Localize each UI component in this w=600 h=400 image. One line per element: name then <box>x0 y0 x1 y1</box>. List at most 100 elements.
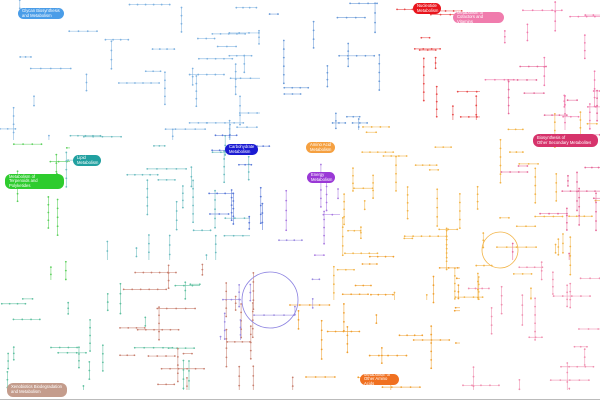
compound-node[interactable] <box>579 119 582 121</box>
compound-node[interactable] <box>332 274 335 277</box>
compound-node[interactable] <box>56 216 59 219</box>
compound-node[interactable] <box>448 339 451 341</box>
compound-node[interactable] <box>236 126 239 129</box>
compound-node[interactable] <box>595 192 597 195</box>
compound-node[interactable] <box>158 322 160 325</box>
compound-node[interactable] <box>530 287 532 290</box>
compound-node[interactable] <box>230 211 233 214</box>
compound-node[interactable] <box>244 163 247 166</box>
compound-node[interactable] <box>167 264 170 267</box>
compound-node[interactable] <box>232 207 235 210</box>
compound-node[interactable] <box>543 75 546 77</box>
compound-node[interactable] <box>564 121 566 124</box>
compound-node[interactable] <box>505 246 508 249</box>
compound-node[interactable] <box>249 333 252 336</box>
compound-node[interactable] <box>234 63 237 65</box>
compound-node[interactable] <box>182 359 185 362</box>
compound-node[interactable] <box>499 138 502 141</box>
compound-node[interactable] <box>56 198 59 201</box>
compound-node[interactable] <box>277 13 279 15</box>
compound-node[interactable] <box>64 260 67 263</box>
compound-node[interactable] <box>451 105 454 108</box>
compound-node[interactable] <box>412 339 415 341</box>
compound-node[interactable] <box>239 123 241 126</box>
compound-node[interactable] <box>189 283 192 286</box>
compound-node[interactable] <box>482 232 485 234</box>
compound-node[interactable] <box>82 135 85 138</box>
compound-node[interactable] <box>453 274 456 277</box>
compound-node[interactable] <box>227 213 230 215</box>
compound-node[interactable] <box>16 302 19 305</box>
compound-node[interactable] <box>457 284 460 287</box>
compound-node[interactable] <box>592 365 595 368</box>
compound-node[interactable] <box>537 162 539 165</box>
compound-node[interactable] <box>119 302 122 305</box>
compound-node[interactable] <box>230 196 233 199</box>
compound-node[interactable] <box>395 155 397 158</box>
compound-node[interactable] <box>190 175 193 178</box>
compound-node[interactable] <box>228 119 231 122</box>
compound-node[interactable] <box>403 237 406 240</box>
compound-node[interactable] <box>347 65 350 68</box>
compound-node[interactable] <box>447 228 450 231</box>
compound-node[interactable] <box>223 181 226 184</box>
compound-node[interactable] <box>221 134 224 137</box>
compound-node[interactable] <box>475 104 478 107</box>
compound-node[interactable] <box>33 104 35 107</box>
compound-node[interactable] <box>47 203 50 206</box>
compound-node[interactable] <box>244 32 247 35</box>
compound-node[interactable] <box>67 301 70 304</box>
compound-node[interactable] <box>562 233 564 235</box>
compound-node[interactable] <box>420 36 423 39</box>
compound-node[interactable] <box>96 30 98 33</box>
compound-node[interactable] <box>511 242 514 245</box>
compound-node[interactable] <box>76 346 79 349</box>
compound-node[interactable] <box>146 196 149 199</box>
compound-node[interactable] <box>209 213 211 215</box>
compound-node[interactable] <box>214 243 217 245</box>
compound-node[interactable] <box>58 346 61 349</box>
compound-node[interactable] <box>569 282 572 285</box>
compound-node[interactable] <box>490 324 493 326</box>
compound-node[interactable] <box>362 187 365 190</box>
compound-node[interactable] <box>567 184 569 187</box>
compound-node[interactable] <box>428 164 431 166</box>
compound-node[interactable] <box>320 189 322 191</box>
compound-node[interactable] <box>182 284 185 287</box>
compound-node[interactable] <box>349 2 352 5</box>
compound-node[interactable] <box>234 93 237 96</box>
compound-node[interactable] <box>568 365 571 368</box>
compound-node[interactable] <box>168 3 171 6</box>
compound-node[interactable] <box>194 128 197 130</box>
compound-node[interactable] <box>228 136 231 139</box>
compound-node[interactable] <box>261 212 264 214</box>
compound-node[interactable] <box>239 114 241 117</box>
compound-node[interactable] <box>456 228 459 231</box>
compound-node[interactable] <box>499 173 502 176</box>
compound-node[interactable] <box>578 196 581 199</box>
compound-node[interactable] <box>222 298 224 301</box>
compound-node[interactable] <box>14 128 17 130</box>
compound-node[interactable] <box>352 252 354 255</box>
compound-node[interactable] <box>566 284 569 287</box>
compound-node[interactable] <box>282 73 285 76</box>
compound-node[interactable] <box>291 86 294 89</box>
compound-node[interactable] <box>85 89 88 92</box>
compound-node[interactable] <box>238 305 241 308</box>
compound-node[interactable] <box>325 201 328 204</box>
compound-node[interactable] <box>106 292 109 295</box>
compound-node[interactable] <box>0 302 3 305</box>
compound-node[interactable] <box>445 260 448 263</box>
compound-node[interactable] <box>182 378 185 381</box>
compound-node[interactable] <box>104 38 107 41</box>
compound-node[interactable] <box>390 155 393 157</box>
compound-node[interactable] <box>12 131 15 134</box>
compound-node[interactable] <box>421 339 424 341</box>
compound-node[interactable] <box>563 94 566 97</box>
compound-node[interactable] <box>110 58 113 61</box>
category-energy[interactable]: Energy Metabolism <box>307 172 335 183</box>
compound-node[interactable] <box>238 365 241 368</box>
compound-node[interactable] <box>583 57 586 60</box>
compound-node[interactable] <box>263 314 265 316</box>
compound-node[interactable] <box>585 15 588 18</box>
